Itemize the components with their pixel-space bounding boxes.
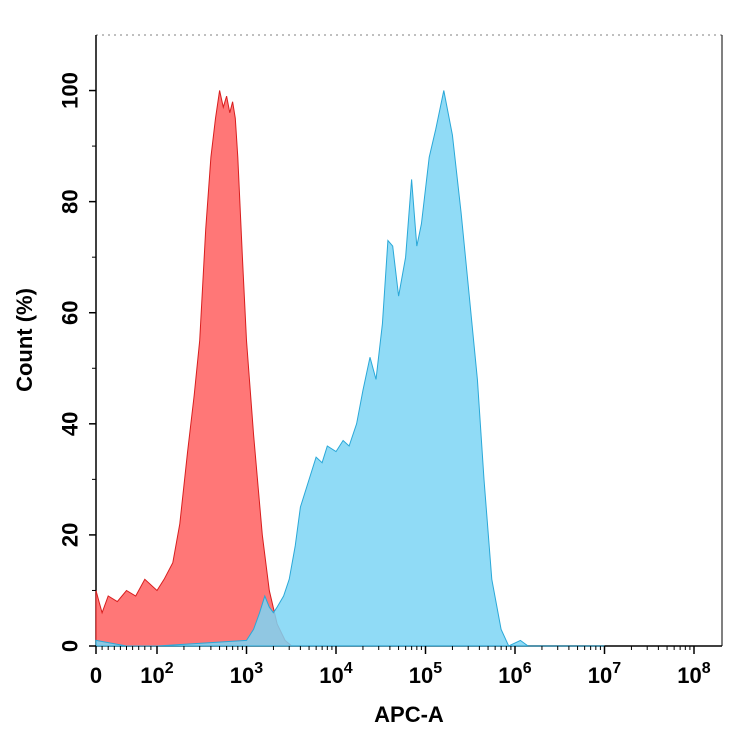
x-tick-label: 107 xyxy=(588,660,621,688)
x-tick-label: 104 xyxy=(319,660,352,688)
y-tick-label: 40 xyxy=(58,412,83,436)
y-tick-label: 100 xyxy=(58,72,83,109)
y-tick-label: 20 xyxy=(58,523,83,547)
series-2-area xyxy=(95,90,605,647)
x-tick-label: 102 xyxy=(140,660,173,688)
series-1-area xyxy=(95,90,605,647)
x-axis-ticks: 0 102 103 104 105 106 107 108 xyxy=(90,646,711,688)
x-tick-label: 103 xyxy=(230,660,263,688)
x-tick-label: 0 xyxy=(90,663,102,688)
series-layer xyxy=(95,90,605,647)
x-axis-title: APC-A xyxy=(374,702,444,727)
x-tick-label: 106 xyxy=(498,660,531,688)
y-axis-title: Count (%) xyxy=(12,288,37,392)
y-tick-label: 80 xyxy=(58,189,83,213)
y-tick-label: 60 xyxy=(58,300,83,324)
x-tick-label: 105 xyxy=(409,660,442,688)
y-axis-ticks: 0 20 40 60 80 100 xyxy=(58,72,96,652)
y-tick-label: 0 xyxy=(58,640,83,652)
x-tick-label: 108 xyxy=(677,660,710,688)
